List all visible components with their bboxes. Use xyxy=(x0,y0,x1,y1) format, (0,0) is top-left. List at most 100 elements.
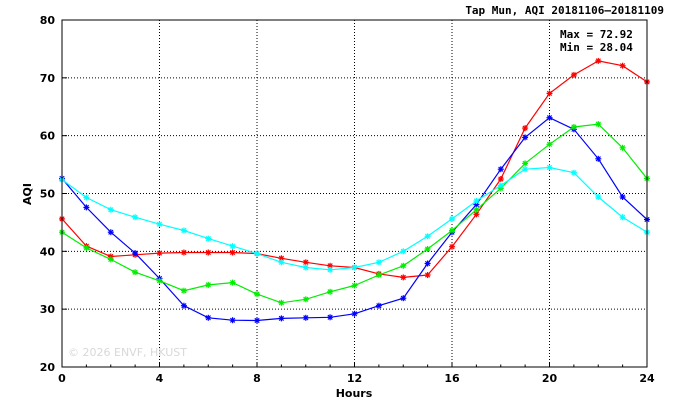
data-point xyxy=(400,248,407,255)
data-point xyxy=(497,166,504,173)
data-point xyxy=(302,259,309,266)
data-point xyxy=(229,317,236,324)
data-point xyxy=(375,302,382,309)
data-point xyxy=(180,287,187,294)
data-point xyxy=(424,233,431,240)
y-tick-label: 70 xyxy=(40,72,56,85)
data-point xyxy=(351,264,358,271)
data-point xyxy=(278,255,285,262)
y-axis-title: AQI xyxy=(21,183,34,205)
data-point xyxy=(327,314,334,321)
data-point xyxy=(351,310,358,317)
data-point xyxy=(546,141,553,148)
data-point xyxy=(83,194,90,201)
data-point xyxy=(254,250,260,257)
x-tick-label: 0 xyxy=(58,372,66,385)
data-point xyxy=(107,206,114,213)
y-tick-label: 60 xyxy=(40,130,56,143)
chart-title: Tap Mun, AQI 20181106–20181109 xyxy=(465,4,664,17)
data-point xyxy=(132,214,139,221)
min-label: Min = 28.04 xyxy=(560,41,633,54)
data-point xyxy=(619,214,626,221)
data-point xyxy=(546,164,553,171)
data-point xyxy=(156,250,163,257)
data-point xyxy=(205,249,212,256)
data-point xyxy=(107,256,114,263)
data-point xyxy=(278,259,285,266)
y-tick-label: 30 xyxy=(40,303,56,316)
data-point xyxy=(595,155,602,162)
data-point xyxy=(400,274,407,281)
data-point xyxy=(83,244,90,251)
x-tick-label: 12 xyxy=(347,372,362,385)
data-point xyxy=(156,221,163,228)
series-layer xyxy=(59,57,650,324)
data-point xyxy=(302,314,309,321)
x-tick-label: 8 xyxy=(253,372,261,385)
data-point xyxy=(375,272,382,278)
data-point xyxy=(229,279,236,286)
data-point xyxy=(229,249,236,256)
data-point xyxy=(595,57,602,64)
data-point xyxy=(473,198,480,204)
data-point xyxy=(619,62,626,69)
y-tick-label: 80 xyxy=(40,14,56,27)
grid xyxy=(62,20,647,367)
data-point xyxy=(278,299,285,306)
data-point xyxy=(107,229,114,236)
data-point xyxy=(180,302,187,309)
data-point xyxy=(595,194,602,200)
y-tick-label: 40 xyxy=(40,245,56,258)
data-point xyxy=(619,194,626,200)
max-label: Max = 72.92 xyxy=(560,28,633,41)
data-point xyxy=(400,295,407,302)
data-point xyxy=(278,315,285,322)
data-point xyxy=(570,124,577,130)
data-point xyxy=(424,260,431,267)
data-point xyxy=(449,215,455,222)
data-point xyxy=(327,288,334,295)
data-point xyxy=(156,277,163,284)
data-point xyxy=(205,314,212,321)
data-point xyxy=(132,250,139,257)
data-point xyxy=(327,266,334,273)
tick-labels: 0 4 8 12 16 20 24 20 30 40 50 60 70 80 xyxy=(40,14,655,385)
watermark: © 2026 ENVF, HKUST xyxy=(68,346,187,359)
data-point xyxy=(522,166,529,173)
data-point xyxy=(546,90,553,97)
data-point xyxy=(229,243,236,250)
data-point xyxy=(254,291,260,298)
data-point xyxy=(473,206,480,213)
y-tick-label: 20 xyxy=(40,361,56,374)
y-tick-label: 50 xyxy=(40,188,56,201)
data-point xyxy=(180,249,187,256)
x-axis-title: Hours xyxy=(336,387,373,400)
data-point xyxy=(497,176,504,182)
data-point xyxy=(205,235,212,242)
data-point xyxy=(205,281,212,288)
data-point xyxy=(522,125,529,132)
data-point xyxy=(522,134,529,141)
data-point xyxy=(132,269,139,276)
data-point xyxy=(595,121,602,128)
data-point xyxy=(83,204,90,211)
data-point xyxy=(302,264,309,271)
data-point xyxy=(375,259,382,266)
x-tick-label: 16 xyxy=(444,372,460,385)
data-point xyxy=(522,160,529,167)
x-tick-label: 20 xyxy=(542,372,558,385)
data-point xyxy=(400,262,407,269)
data-point xyxy=(546,114,553,121)
data-point xyxy=(570,71,577,78)
data-point xyxy=(497,182,504,189)
data-point xyxy=(449,227,455,234)
data-point xyxy=(619,144,626,151)
data-point xyxy=(302,296,309,303)
data-point xyxy=(570,169,577,176)
x-tick-label: 24 xyxy=(639,372,655,385)
data-point xyxy=(327,262,334,269)
data-point xyxy=(180,227,187,234)
data-point xyxy=(424,272,431,278)
data-point xyxy=(449,243,455,250)
